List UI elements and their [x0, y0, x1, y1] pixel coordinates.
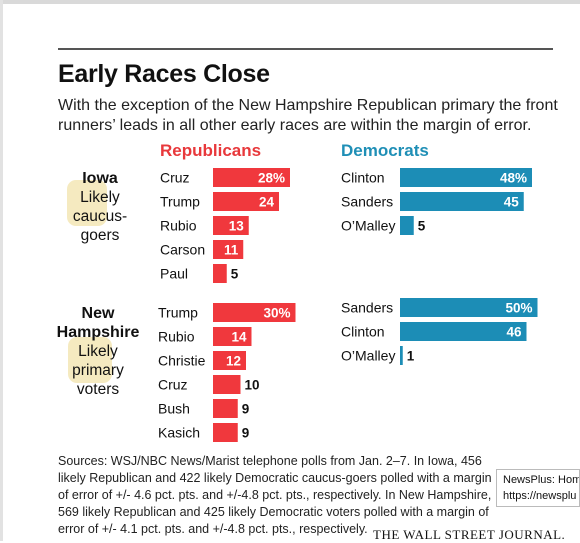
nh-dem-category-label: Clinton [341, 324, 385, 340]
nh-rep-category-label: Rubio [158, 329, 195, 345]
iowa-desc-2: caucus- [72, 208, 128, 225]
nh-rep-bar [213, 423, 238, 442]
iowa-dem-value-label: 45 [504, 195, 520, 210]
nh-name-2: Hampshire [56, 324, 140, 341]
nh-dem-bar [400, 298, 538, 317]
nh-desc-1: Likely [78, 343, 118, 360]
chart-subtitle: With the exception of the New Hampshire … [58, 97, 558, 134]
iowa-dem-bar [400, 192, 524, 211]
nh-rep-category-label: Christie [158, 353, 206, 369]
nh-highlight [68, 337, 112, 383]
iowa-dem-category-label: Clinton [341, 170, 385, 186]
nh-dem-category-label: O’Malley [341, 348, 395, 364]
nh-dem-value-label: 50% [505, 301, 532, 316]
window-top-border [0, 0, 580, 4]
new-hampshire-label: New Hampshire Likely primary voters [52, 304, 144, 399]
link-tooltip: NewsPlus: Hom https://newsplu [496, 469, 580, 507]
nh-dem-value-label: 46 [506, 325, 522, 340]
iowa-dem-value-label: 48% [500, 171, 527, 186]
iowa-dem-category-label: Sanders [341, 194, 393, 210]
iowa-desc-3: goers [80, 227, 120, 244]
iowa-rep-category-label: Paul [160, 266, 188, 282]
democrats-header: Democrats [341, 141, 429, 160]
nh-rep-value-label: 12 [226, 354, 241, 369]
iowa-dem-value-label: 5 [418, 219, 426, 234]
iowa-rep-value-label: 24 [259, 195, 275, 210]
nh-rep-bar [213, 399, 238, 418]
nh-rep-bar [213, 303, 296, 322]
nh-dem-value-label: 1 [407, 349, 415, 364]
nh-dem-bar [400, 322, 527, 341]
source-note: Sources: WSJ/NBC News/Marist telephone p… [58, 454, 492, 536]
nh-rep-value-label: 14 [231, 330, 247, 345]
nh-rep-value-label: 9 [242, 426, 250, 441]
republicans-header: Republicans [160, 141, 262, 160]
nh-desc-3: voters [76, 381, 120, 398]
nh-rep-bar [213, 375, 241, 394]
header-rule [58, 48, 553, 50]
chart-title: Early Races Close [58, 60, 270, 88]
iowa-desc-1: Likely [80, 189, 120, 206]
nh-rep-value-label: 10 [245, 378, 260, 393]
iowa-rep-bar [213, 264, 227, 283]
nh-rep-bar [213, 351, 246, 370]
iowa-rep-category-label: Rubio [160, 218, 197, 234]
nh-rep-category-label: Cruz [158, 377, 188, 393]
iowa-dem-bar [400, 168, 532, 187]
iowa-rep-category-label: Cruz [160, 170, 190, 186]
nh-rep-value-label: 9 [242, 402, 250, 417]
iowa-rep-bar [213, 216, 249, 235]
window-left-border [0, 0, 3, 541]
iowa-rep-value-label: 13 [229, 219, 245, 234]
iowa-rep-value-label: 28% [258, 171, 285, 186]
tooltip-line-2: https://newsplu [503, 490, 577, 502]
iowa-dem-category-label: O’Malley [341, 218, 395, 234]
iowa-highlight [67, 180, 107, 226]
iowa-label: Iowa Likely caucus- goers [60, 169, 140, 245]
nh-name-1: New [81, 305, 115, 322]
nh-rep-category-label: Trump [158, 305, 198, 321]
iowa-rep-value-label: 11 [224, 243, 239, 258]
nh-rep-category-label: Kasich [158, 425, 200, 441]
nh-dem-category-label: Sanders [341, 300, 393, 316]
iowa-rep-category-label: Carson [160, 242, 205, 258]
iowa-name: Iowa [82, 170, 118, 187]
iowa-rep-value-label: 5 [231, 267, 239, 282]
iowa-rep-bar [213, 240, 244, 259]
tooltip-line-1: NewsPlus: Hom [503, 474, 580, 486]
nh-rep-bar [213, 327, 252, 346]
nh-desc-2: primary [72, 362, 124, 379]
nh-rep-value-label: 30% [263, 306, 290, 321]
wsj-brand: THE WALL STREET JOURNAL. [373, 527, 566, 542]
iowa-rep-bar [213, 168, 290, 187]
iowa-rep-bar [213, 192, 279, 211]
iowa-dem-bar [400, 216, 414, 235]
nh-rep-category-label: Bush [158, 401, 190, 417]
nh-dem-bar [400, 346, 403, 365]
iowa-rep-category-label: Trump [160, 194, 200, 210]
